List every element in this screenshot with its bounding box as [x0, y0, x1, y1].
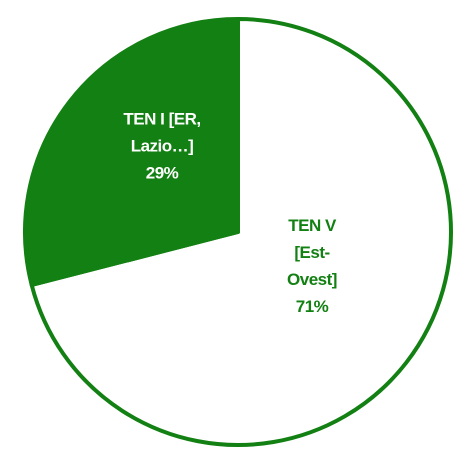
data-label: TEN I [ER, Lazio…] 29%: [102, 106, 222, 187]
category-label: TEN I [ER, Lazio…]: [123, 109, 201, 156]
value-label: 71%: [295, 297, 329, 316]
data-label: TEN V [Est-Ovest] 71%: [272, 212, 352, 320]
pie-slice: [23, 17, 240, 287]
category-label: TEN V [Est-Ovest]: [287, 216, 337, 289]
pie-slice: [29, 17, 453, 447]
value-label: 29%: [145, 163, 179, 183]
